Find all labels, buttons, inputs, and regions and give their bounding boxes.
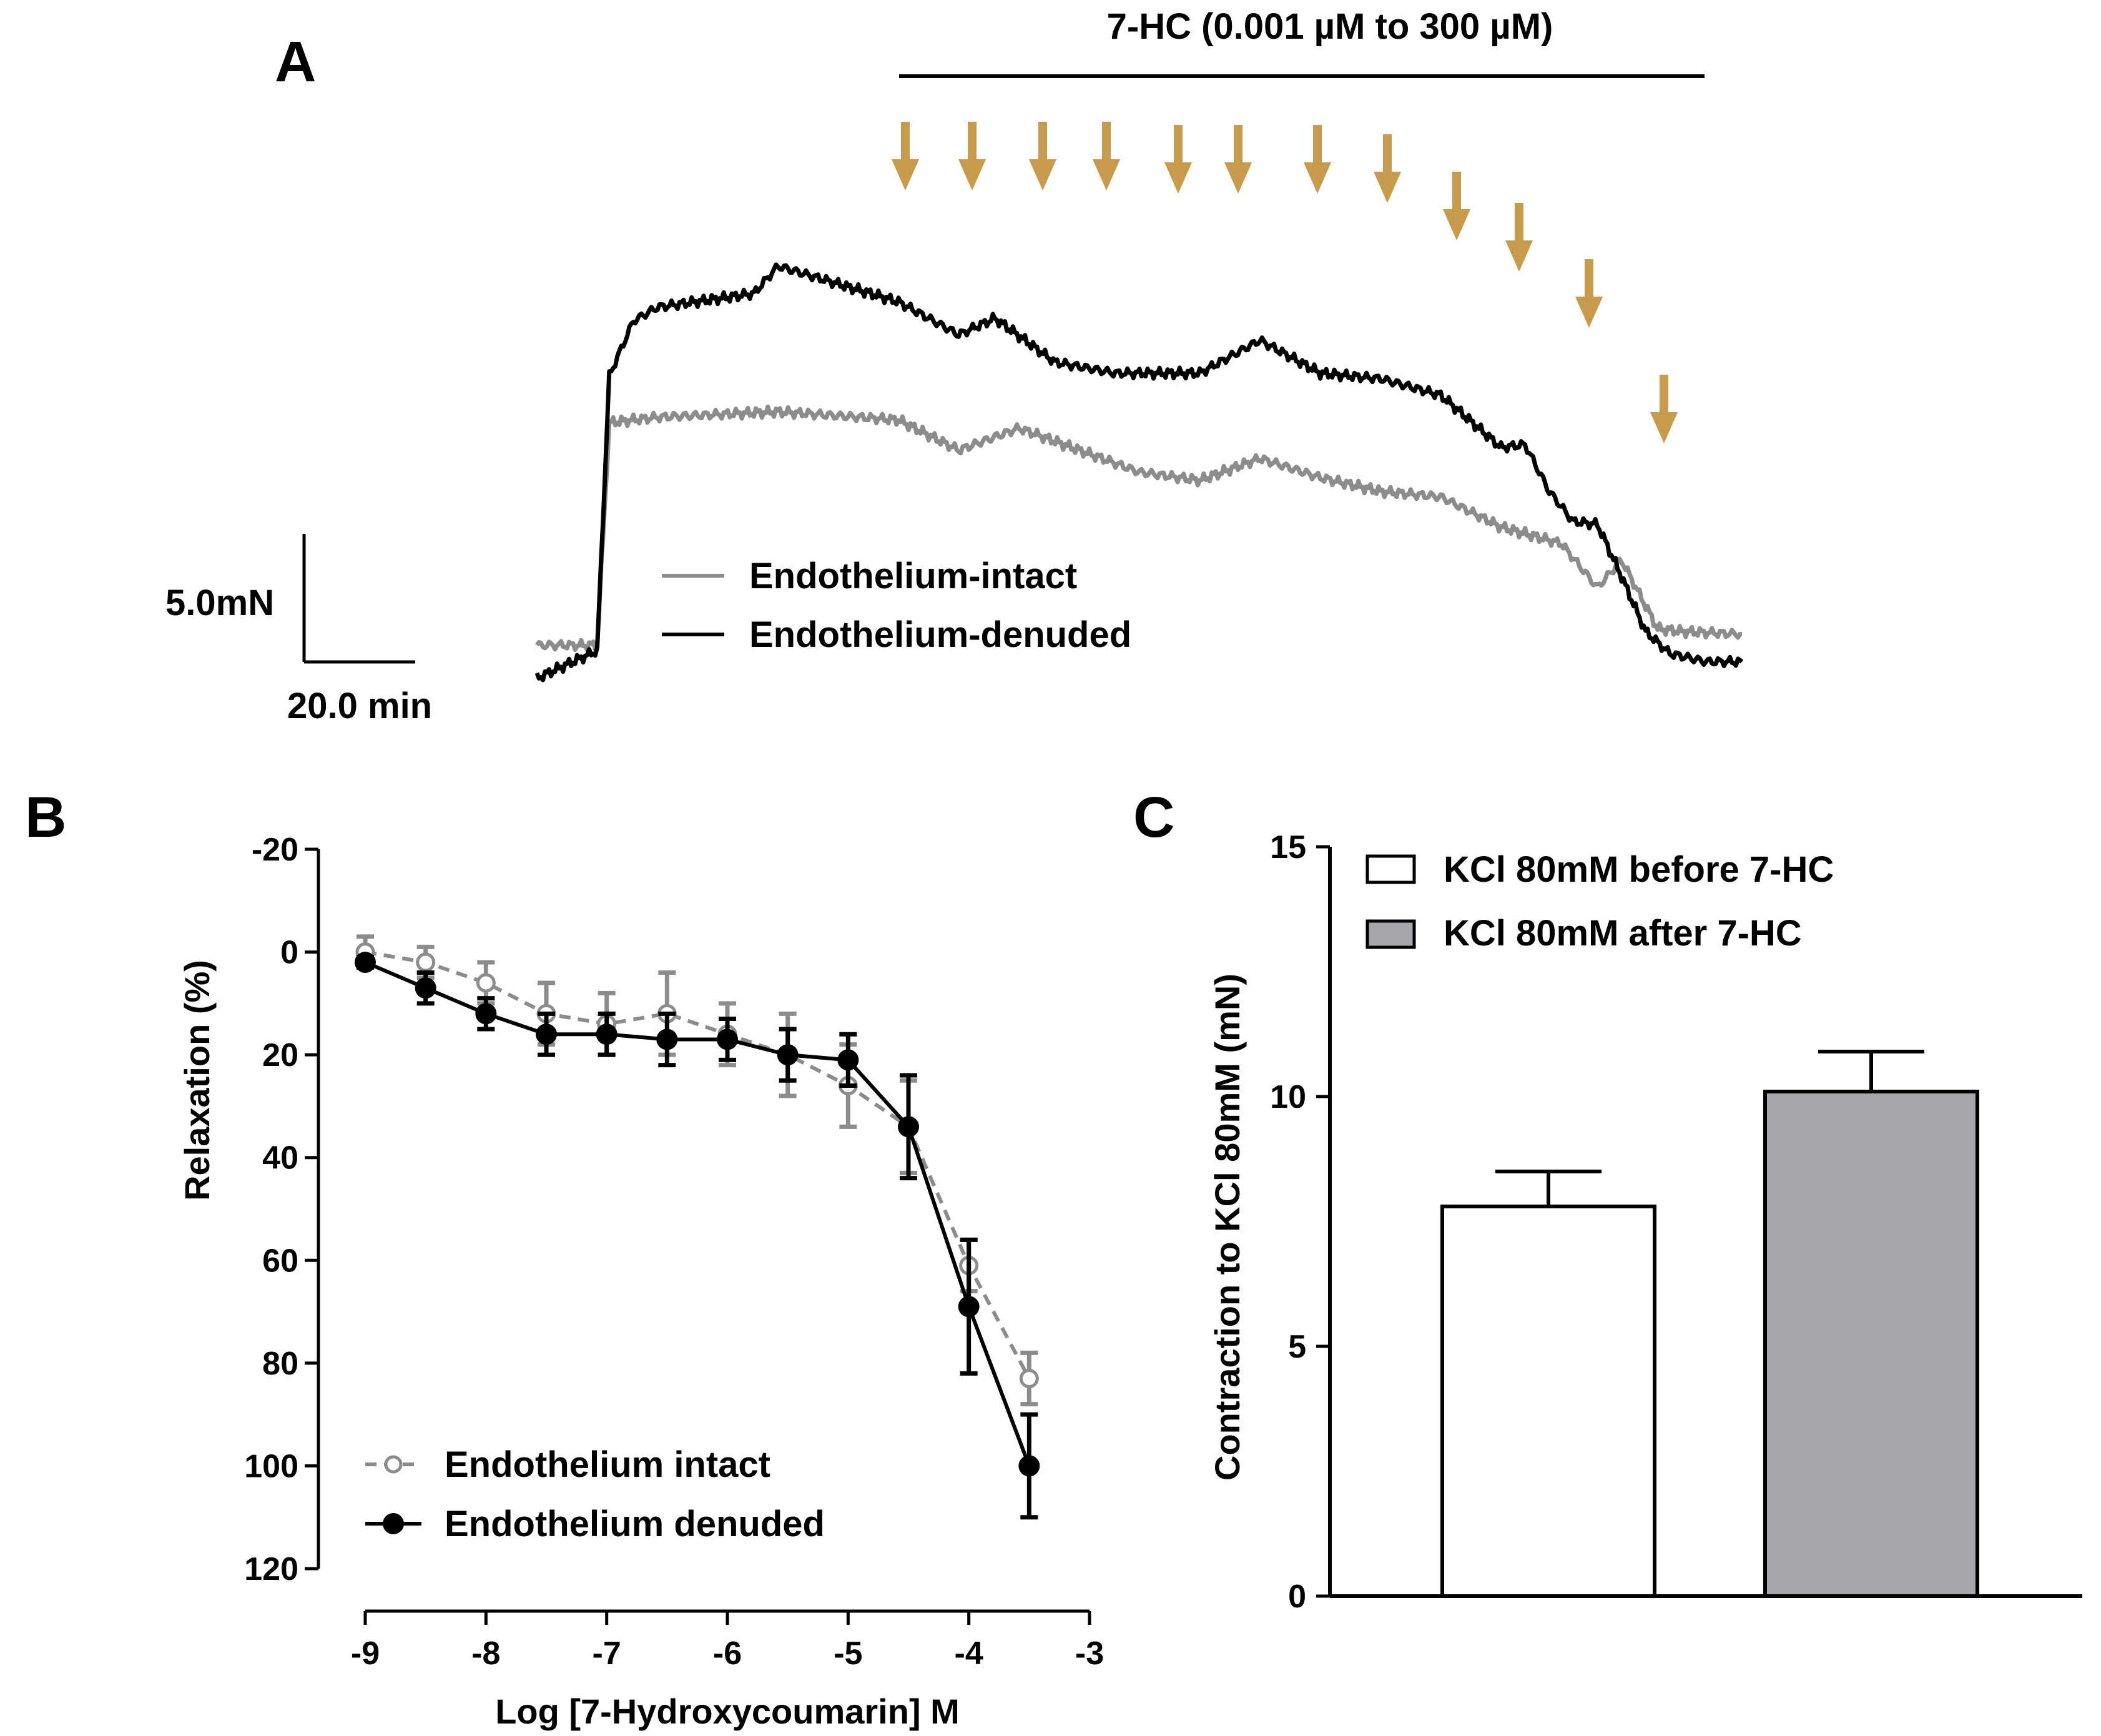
c-legend-before-swatch: [1365, 854, 1416, 884]
c-y-tick-label: 10: [1270, 1079, 1306, 1115]
b-point-intact: [416, 952, 436, 972]
c-legend-before-label: KCl 80mM before 7-HC: [1444, 849, 1834, 890]
c-bar-after: [1763, 1090, 1979, 1598]
b-y-tick-label: 100: [244, 1448, 298, 1484]
scale-bar-y-label: 5.0mN: [165, 583, 274, 623]
b-point-denuded: [837, 1049, 859, 1071]
b-point-denuded: [898, 1116, 919, 1138]
b-y-tick-label: 60: [262, 1243, 298, 1279]
dose-arrow: [892, 122, 919, 190]
b-x-tick-label: -5: [834, 1635, 862, 1672]
b-point-intact: [476, 973, 496, 993]
dose-arrow: [1505, 203, 1533, 272]
trace-endothelium-intact: [535, 404, 1743, 653]
b-legend-intact-marker: [384, 1455, 403, 1474]
b-x-tick-label: -7: [593, 1635, 621, 1672]
dose-arrow: [1443, 172, 1470, 240]
dose-arrow: [1650, 375, 1678, 443]
legend-denuded-label: Endothelium-denuded: [749, 614, 1131, 655]
b-legend-intact-label: Endothelium intact: [445, 1444, 770, 1485]
dose-arrow: [1093, 122, 1120, 190]
b-x-tick-label: -3: [1075, 1635, 1104, 1672]
b-x-tick-label: -8: [471, 1635, 500, 1672]
panel-b: B -20 0 20 40 60 80 100 120 -9 -8 -7 -6 -5 -4 -3 Log […: [25, 786, 1104, 1731]
legend-intact-label: Endothelium-intact: [749, 556, 1077, 596]
dose-arrow: [1224, 125, 1252, 194]
dose-arrow: [958, 122, 986, 190]
b-point-denuded: [415, 977, 436, 999]
b-y-axis-title: Relaxation (%): [177, 960, 217, 1201]
b-point-denuded: [536, 1023, 557, 1045]
panel-a-letter: A: [275, 30, 316, 94]
b-legend-denuded-marker: [383, 1513, 404, 1534]
b-point-denuded: [1018, 1455, 1040, 1477]
b-legend-denuded-label: Endothelium denuded: [445, 1504, 825, 1544]
b-line-denuded: [364, 960, 1031, 1467]
panel-b-letter: B: [25, 786, 66, 849]
b-x-axis-title: Log [7-Hydroxycoumarin] M: [495, 1692, 960, 1731]
trace-endothelium-denuded: [534, 262, 1744, 683]
dose-arrow: [1304, 125, 1331, 194]
b-y-tick-label: 40: [262, 1140, 298, 1176]
b-point-intact: [1019, 1369, 1039, 1389]
b-point-denuded: [656, 1028, 678, 1050]
c-y-tick-label: 15: [1270, 829, 1306, 866]
b-y-tick-label: 120: [244, 1551, 298, 1587]
scale-bar-x-label: 20.0 min: [287, 686, 432, 726]
trace-group: [534, 262, 1744, 683]
b-point-denuded: [475, 1003, 497, 1025]
b-series: [355, 934, 1040, 1520]
dose-arrow: [1374, 134, 1401, 203]
arrow-group: [892, 122, 1678, 443]
b-y-tick-label: -20: [252, 832, 298, 868]
b-line-intact: [365, 950, 1031, 1379]
b-point-denuded: [596, 1023, 618, 1045]
c-legend-after-swatch: [1365, 919, 1416, 949]
b-x-tick-label: -6: [713, 1635, 742, 1672]
c-y-tick-label: 0: [1288, 1579, 1306, 1615]
c-bars: [1440, 1050, 1979, 1598]
b-y-tick-label: 80: [262, 1346, 298, 1382]
c-y-axis-title: Contraction to KCl 80mM (mN): [1208, 974, 1247, 1481]
dose-arrow: [1575, 259, 1603, 328]
c-bar-before: [1440, 1205, 1656, 1598]
panel-a-title: 7-HC (0.001 µM to 300 µM): [1107, 6, 1553, 47]
c-y-tick-label: 5: [1288, 1329, 1306, 1365]
dose-arrow: [1029, 122, 1056, 190]
b-point-denuded: [717, 1028, 738, 1050]
panel-c: C 0 5 10 15 Contraction to KCl 80mM (mN) KC…: [1133, 786, 2082, 1615]
b-x-tick-label: -4: [955, 1635, 983, 1672]
b-point-denuded: [958, 1296, 980, 1318]
b-y-tick-label: 20: [262, 1037, 298, 1073]
panel-a: A 7-HC (0.001 µM to 300 µM) 5.0mN 20.0 m…: [165, 6, 1744, 726]
b-x-tick-label: -9: [351, 1635, 380, 1672]
dose-arrow: [1164, 125, 1192, 194]
c-legend-after-label: KCl 80mM after 7-HC: [1444, 913, 1802, 954]
b-point-denuded: [355, 952, 376, 974]
panel-c-letter: C: [1133, 786, 1174, 849]
b-y-tick-label: 0: [280, 935, 298, 971]
b-point-denuded: [777, 1044, 799, 1066]
b-axes: -20 0 20 40 60 80 100 120 -9 -8 -7 -6 -5 -4 -3: [244, 832, 1104, 1672]
